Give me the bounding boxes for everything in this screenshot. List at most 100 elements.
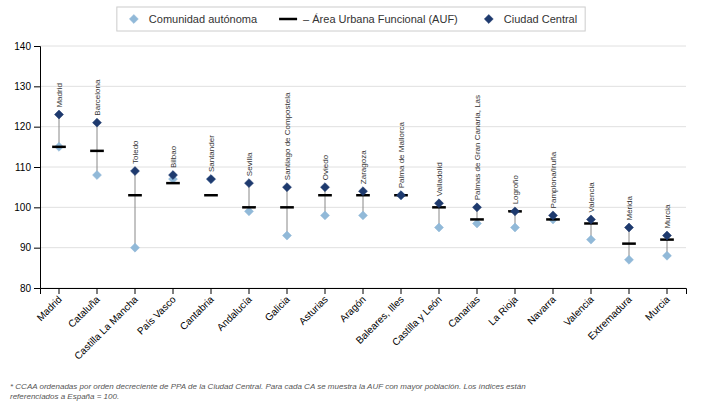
y-axis-line xyxy=(34,47,41,289)
city-label: Santander xyxy=(207,135,216,172)
x-tick: Cantabria xyxy=(178,288,217,332)
x-tick-label: Galicia xyxy=(263,293,293,323)
footnote: * CCAA ordenadas por orden decreciente d… xyxy=(10,382,526,401)
tick-mark-point xyxy=(90,150,104,153)
x-tick-mark xyxy=(363,288,364,294)
tick-mark-point xyxy=(52,146,66,149)
diamond-point xyxy=(435,199,444,208)
y-tick-label: 120 xyxy=(14,121,31,132)
x-tick-label: La Rioja xyxy=(486,293,520,327)
diamond-point xyxy=(169,171,178,180)
x-tick-label: País Vasco xyxy=(135,293,178,336)
x-tick-mark xyxy=(249,288,250,294)
diamond-point xyxy=(549,211,558,220)
y-tick-label: 130 xyxy=(14,81,31,92)
city-label: Palmas de Gran Canaria, Las xyxy=(473,95,482,200)
y-axis: 80 90 100 110 120 130 140 xyxy=(14,41,40,294)
x-tick: Asturias xyxy=(297,288,330,327)
city-label: Zaragoza xyxy=(359,150,368,184)
x-tick: Valencia xyxy=(562,288,597,328)
x-tick: Cataluña xyxy=(66,288,102,330)
x-tick-mark xyxy=(287,288,288,294)
y-tick: 120 xyxy=(14,121,40,132)
diamond-point xyxy=(131,243,140,252)
legend-item: Comunidad autónoma xyxy=(129,13,258,25)
grid-line xyxy=(40,126,686,127)
range-lines xyxy=(59,115,667,260)
city-label: Toledo xyxy=(131,140,140,164)
tick-mark-point xyxy=(166,182,180,185)
series xyxy=(55,110,672,240)
series xyxy=(52,147,674,244)
x-tick-label: Castilla y León xyxy=(390,294,444,348)
y-tick-label: 100 xyxy=(14,202,31,213)
x-tick: Galicia xyxy=(263,288,293,323)
diamond-point xyxy=(435,223,444,232)
x-tick-mark xyxy=(97,288,98,294)
tick-mark-point xyxy=(242,206,256,209)
x-tick-label: Valencia xyxy=(562,293,597,328)
diamond-point xyxy=(511,207,520,216)
x-tick-mark xyxy=(59,288,60,294)
grid xyxy=(40,46,686,288)
x-tick: Canarias xyxy=(446,288,482,330)
city-label: Madrid xyxy=(55,83,64,107)
x-tick: Madrid xyxy=(35,288,64,323)
diamond-point xyxy=(625,255,634,264)
tick-mark-point xyxy=(204,194,218,197)
x-tick: Navarra xyxy=(525,288,558,327)
diamond-point xyxy=(397,191,406,200)
diamond-point xyxy=(283,183,292,192)
city-label: Valladolid xyxy=(435,162,444,196)
x-tick-mark xyxy=(629,288,630,294)
x-tick-label: Navarra xyxy=(525,293,558,326)
city-label: Valencia xyxy=(587,182,596,213)
legend: Comunidad autónoma– Área Urbana Funciona… xyxy=(117,7,585,31)
tick-mark-point xyxy=(622,242,636,245)
y-tick: 80 xyxy=(20,283,40,294)
legend-swatch xyxy=(129,15,138,24)
x-tick-mark xyxy=(591,288,592,294)
y-tick: 130 xyxy=(14,81,40,92)
legend-label: Ciudad Central xyxy=(504,13,577,25)
y-tick-label: 90 xyxy=(20,242,32,253)
city-label: Murcia xyxy=(663,204,672,229)
x-tick: Castilla La Mancha xyxy=(72,288,140,362)
diamond-point xyxy=(283,231,292,240)
legend-swatch xyxy=(279,18,297,21)
diamond-point xyxy=(131,167,140,176)
legend-label: Comunidad autónoma xyxy=(149,13,258,25)
city-label: Logroño xyxy=(511,174,520,204)
y-tick-label: 140 xyxy=(14,41,31,52)
diamond-point xyxy=(625,223,634,232)
y-tick-mark xyxy=(34,288,40,289)
diamond-point xyxy=(93,171,102,180)
diamond-point xyxy=(207,175,216,184)
x-tick-label: Cataluña xyxy=(66,293,102,329)
range-line xyxy=(59,115,60,147)
diamond-point xyxy=(207,175,216,184)
x-tick-label: Andalucía xyxy=(215,293,255,333)
x-tick-mark xyxy=(439,288,440,294)
y-tick: 110 xyxy=(15,162,40,173)
x-tick: La Rioja xyxy=(486,288,520,327)
tick-mark-point xyxy=(470,218,484,221)
city-label: Santiago de Compostela xyxy=(283,92,292,180)
diamond-point xyxy=(359,211,368,220)
x-tick-label: Aragón xyxy=(337,294,368,325)
x-tick-mark xyxy=(667,288,668,294)
marks xyxy=(52,110,674,264)
x-tick: Aragón xyxy=(337,288,368,324)
diamond-point xyxy=(511,223,520,232)
chart: 8090100110120130140MadridCataluñaCastill… xyxy=(0,0,702,404)
diamond-point xyxy=(359,187,368,196)
series xyxy=(55,142,672,264)
y-tick-mark xyxy=(34,167,40,168)
range-line xyxy=(135,171,136,248)
x-tick-mark xyxy=(135,288,136,294)
y-tick: 90 xyxy=(20,242,40,253)
city-label: Sevilla xyxy=(245,152,254,176)
y-tick-mark xyxy=(34,248,40,249)
y-tick-mark xyxy=(34,86,40,87)
x-tick-label: Extremadura xyxy=(586,293,635,342)
